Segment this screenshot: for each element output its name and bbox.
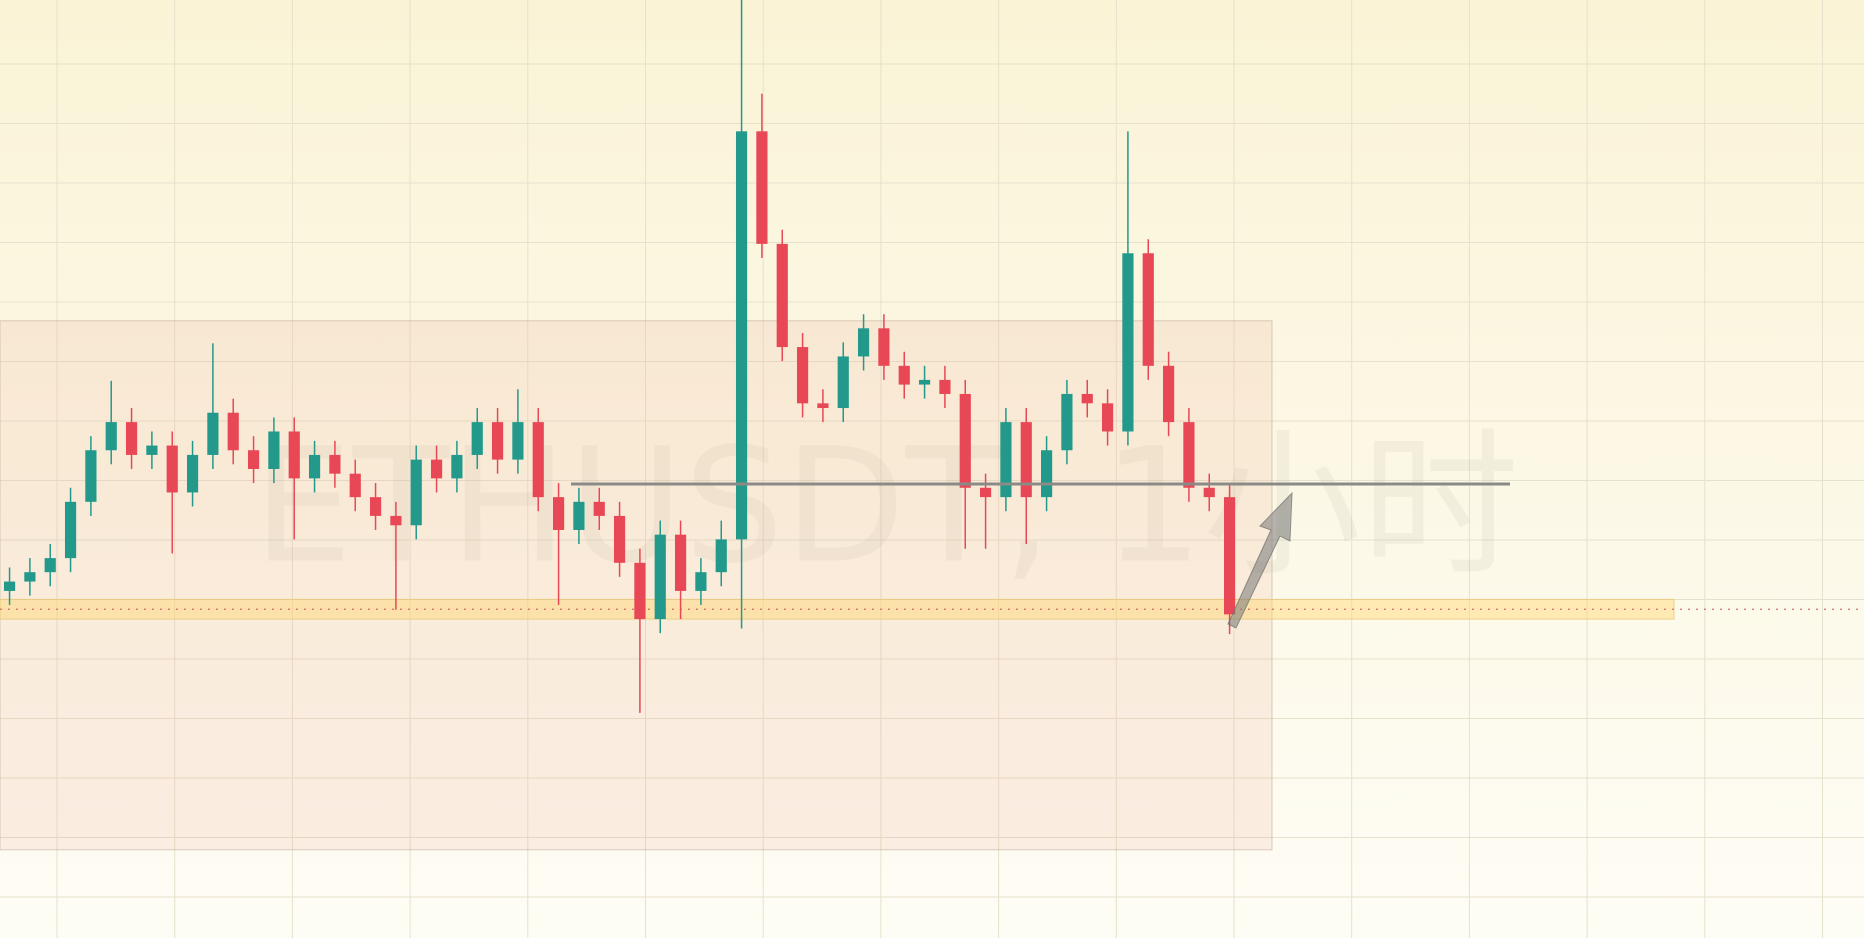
candle-body (410, 459, 422, 526)
candle-body (268, 431, 280, 469)
candle-body (247, 450, 260, 469)
candle-body (1142, 253, 1154, 366)
candle-body (715, 539, 727, 573)
candle-body (105, 422, 117, 451)
candle-body (898, 365, 910, 385)
candle-body (207, 412, 219, 455)
candle-body (695, 572, 707, 591)
candle-body (959, 393, 971, 488)
candle-body (349, 473, 361, 498)
candle-body (64, 501, 77, 559)
candle-body (1000, 422, 1012, 498)
candle-body (817, 403, 829, 409)
watermark: ETHUSDT, 1小时 (253, 414, 1519, 598)
plot (0, 0, 1864, 851)
candle-body (329, 454, 341, 474)
candle-body (3, 581, 16, 591)
candle-body (1061, 393, 1073, 451)
candle-body (593, 501, 605, 516)
candle-body (532, 422, 544, 498)
candle-body (227, 412, 239, 451)
candle-body (979, 487, 992, 498)
candle-body (166, 445, 178, 493)
candle-body (1122, 253, 1134, 432)
candle-body (674, 534, 687, 591)
candle-body (573, 501, 585, 530)
candle-body (1183, 422, 1195, 488)
candle-body (1040, 450, 1053, 498)
candle-body (918, 379, 931, 385)
arrow (1227, 491, 1293, 629)
candle-body (552, 497, 565, 530)
candle-body (634, 562, 646, 620)
candle-body (308, 454, 321, 479)
candle-body (776, 243, 788, 348)
candle-body (1081, 393, 1093, 404)
candle-body (512, 422, 524, 460)
candle-body (1162, 365, 1175, 423)
candle-body (146, 445, 158, 455)
candle-body (1223, 497, 1236, 615)
candle-body (613, 515, 626, 563)
candle-body (756, 131, 768, 244)
candle-body (878, 328, 890, 366)
candle-body (471, 422, 483, 455)
support-zone (0, 598, 1675, 620)
candle-body (85, 450, 97, 502)
candle-body (390, 515, 402, 526)
candle-body (796, 347, 809, 404)
candle-body (44, 558, 56, 573)
candle-body (24, 572, 36, 582)
candle-body (1101, 403, 1114, 432)
candle-body (654, 534, 666, 620)
candle-body (369, 497, 382, 516)
candle-body (735, 131, 748, 540)
candle-body (451, 454, 463, 479)
candle-body (939, 379, 951, 394)
candle-body (288, 431, 300, 479)
candle-body (491, 422, 504, 460)
candle-body (430, 459, 443, 479)
candle-body (1203, 487, 1215, 498)
candle-body (186, 454, 199, 493)
candle-body (837, 356, 849, 409)
candle-body (857, 328, 870, 357)
candle-body (125, 422, 138, 455)
candle-body (1020, 422, 1032, 498)
